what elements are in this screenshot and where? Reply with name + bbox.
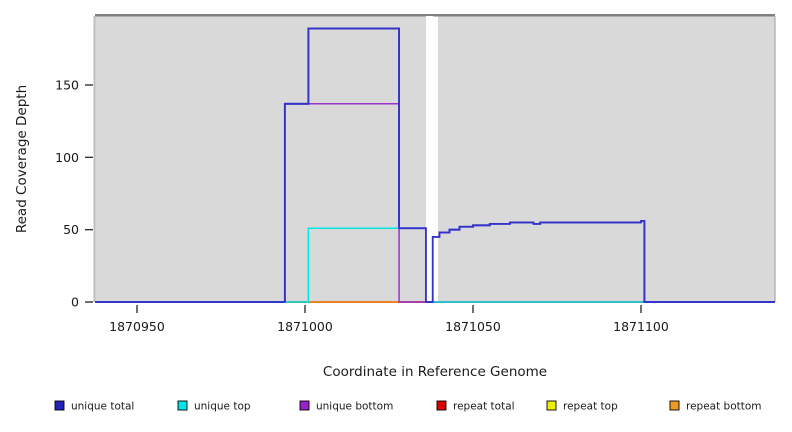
y-tick-label: 150 <box>55 78 79 93</box>
legend-label: unique bottom <box>316 401 393 413</box>
legend-label: unique top <box>194 401 251 413</box>
legend-swatch <box>54 400 65 411</box>
x-axis-ticks <box>136 305 642 313</box>
legend-item: unique top <box>177 400 251 413</box>
x-tick-label: 1870950 <box>109 319 165 334</box>
panel-background-left <box>95 16 431 302</box>
y-axis-title: Read Coverage Depth <box>14 85 30 233</box>
legend-swatch <box>436 400 447 411</box>
x-axis-tick-labels: 1870950 1871000 1871050 1871100 <box>109 319 669 334</box>
y-tick-label: 0 <box>71 295 79 310</box>
y-axis-ticks <box>85 84 93 303</box>
x-tick-label: 1871100 <box>613 319 669 334</box>
panel-left-border <box>93 16 96 302</box>
legend-item: unique total <box>54 400 134 413</box>
legend-item: unique bottom <box>299 400 393 413</box>
panel-top-border <box>95 14 775 17</box>
legend-swatch <box>177 400 188 411</box>
plot-panel <box>93 14 776 302</box>
legend-swatch <box>546 400 557 411</box>
legend-label: repeat total <box>453 401 515 413</box>
x-axis-title: Coordinate in Reference Genome <box>323 364 547 380</box>
legend-swatch <box>669 400 680 411</box>
legend-item: repeat bottom <box>669 400 762 413</box>
legend-item: repeat top <box>546 400 618 413</box>
legend-item: repeat total <box>436 400 515 413</box>
legend-label: repeat bottom <box>686 401 762 413</box>
series-line-unique-total-overlay <box>95 27 775 303</box>
data-series-layer <box>95 16 775 303</box>
y-tick-label: 100 <box>55 150 79 165</box>
legend-swatch <box>299 400 310 411</box>
chart-legend: unique total unique top unique bottom repea… <box>54 400 762 413</box>
x-tick-label: 1871000 <box>277 319 333 334</box>
coverage-gap-band <box>425 16 434 301</box>
y-axis-tick-labels: 0 50 100 150 <box>55 78 79 310</box>
panel-right-border <box>774 16 776 302</box>
y-tick-label: 50 <box>63 222 79 237</box>
x-tick-label: 1871050 <box>445 319 501 334</box>
legend-label: repeat top <box>563 401 618 413</box>
legend-label: unique total <box>71 401 134 413</box>
panel-background-right <box>438 16 775 302</box>
